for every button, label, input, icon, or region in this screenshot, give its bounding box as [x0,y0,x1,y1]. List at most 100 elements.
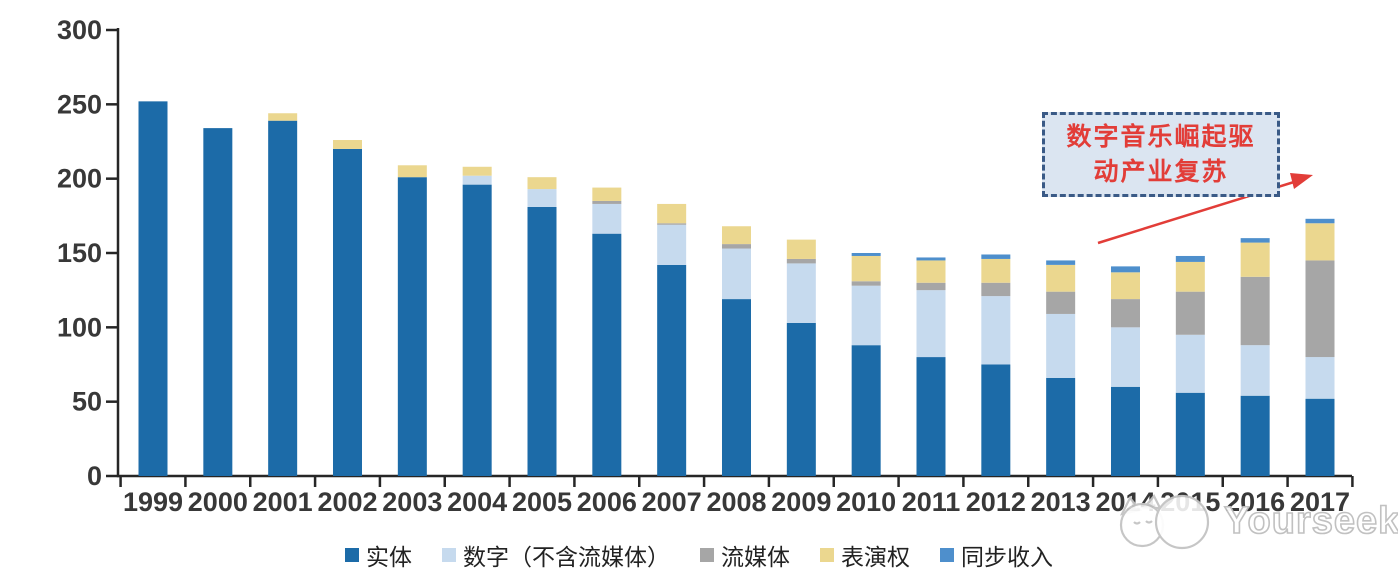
bar-segment-同步收入 [916,257,946,261]
bar-segment-流媒体 [592,200,622,204]
bar-segment-表演权 [851,255,881,282]
x-axis-label: 2001 [253,487,313,517]
bar-segment-实体 [721,299,751,476]
bar-segment-表演权 [916,260,946,283]
legend-label: 流媒体 [721,544,790,570]
x-axis-label: 2007 [642,487,702,517]
bar-segment-实体 [981,364,1011,476]
bar-segment-同步收入 [1110,266,1140,273]
bar-segment-表演权 [721,226,751,245]
legend-label: 数字（不含流媒体） [463,544,670,570]
bar-segment-实体 [462,184,492,476]
x-axis-label: 2003 [382,487,442,517]
bar-segment-数字（不含流媒体） [592,203,622,234]
x-axis-label: 2014 [1095,487,1155,517]
legend-item-4: 表演权 [820,538,910,572]
bar-segment-数字（不含流媒体） [786,263,816,323]
x-axis-label: 2011 [902,487,961,517]
x-axis-label: 2017 [1290,487,1350,517]
bar-segment-表演权 [1175,261,1205,292]
bar-segment-数字（不含流媒体） [1046,313,1076,378]
bar-segment-表演权 [462,166,492,176]
bar-segment-流媒体 [851,281,881,286]
bar-segment-表演权 [657,203,687,224]
bar-segment-数字（不含流媒体） [851,285,881,346]
bar-segment-实体 [657,264,687,476]
bar-segment-同步收入 [981,254,1011,259]
bar-segment-实体 [1240,395,1270,476]
x-axis-label: 2008 [706,487,766,517]
bar-segment-实体 [1046,377,1076,476]
bar-segment-实体 [1305,398,1335,476]
bar-segment-数字（不含流媒体） [657,224,687,265]
bar-segment-实体 [268,120,298,476]
bar-segment-实体 [397,177,427,476]
x-axis-label: 2002 [317,487,377,517]
y-axis-label: 100 [57,312,102,342]
bar-segment-数字（不含流媒体） [1240,345,1270,396]
bar-segment-表演权 [332,140,362,149]
bar-segment-流媒体 [916,282,946,291]
legend-item-1: 实体 [345,538,412,572]
bar-segment-流媒体 [1110,299,1140,328]
x-axis-label: 2013 [1031,487,1091,517]
x-axis-label: 2015 [1160,487,1220,517]
legend-label: 表演权 [841,544,910,570]
bar-segment-表演权 [397,165,427,178]
legend-item-3: 流媒体 [700,538,790,572]
bar-segment-同步收入 [851,253,881,256]
bar-segment-实体 [527,206,557,476]
bar-segment-流媒体 [1046,291,1076,314]
y-axis-label: 50 [72,387,102,417]
bar-segment-流媒体 [1175,291,1205,335]
bar-segment-表演权 [1046,264,1076,292]
legend-swatch-icon [345,548,359,562]
bar-segment-同步收入 [1175,255,1205,262]
legend-label: 实体 [366,544,412,570]
x-axis-label: 2005 [512,487,572,517]
bar-segment-数字（不含流媒体） [527,189,557,207]
legend-swatch-icon [940,548,954,562]
bar-segment-流媒体 [721,244,751,249]
y-axis-label: 300 [57,15,102,45]
bar-segment-实体 [1175,392,1205,476]
x-axis-label: 2012 [966,487,1026,517]
x-axis-label: 2009 [771,487,831,517]
legend-label: 同步收入 [961,544,1053,570]
bar-segment-表演权 [527,177,557,190]
bar-segment-数字（不含流媒体） [916,290,946,358]
bar-segment-数字（不含流媒体） [981,296,1011,365]
legend-swatch-icon [442,548,456,562]
legend-swatch-icon [700,548,714,562]
bar-segment-表演权 [981,258,1011,283]
bar-segment-数字（不含流媒体） [1305,357,1335,399]
y-axis-label: 0 [87,461,102,491]
bar-segment-同步收入 [1046,260,1076,265]
bar-segment-实体 [203,128,233,476]
annotation-arrow-head [1290,173,1313,189]
annotation-callout: 数字音乐崛起驱 动产业复苏 [1042,112,1280,197]
bar-segment-实体 [786,322,816,476]
bar-segment-流媒体 [786,258,816,264]
bar-segment-表演权 [268,113,298,121]
x-axis-label: 2004 [447,487,507,517]
bar-segment-数字（不含流媒体） [462,175,492,185]
bar-segment-同步收入 [1240,238,1270,243]
bar-segment-表演权 [1240,242,1270,277]
bar-segment-数字（不含流媒体） [721,248,751,300]
bar-segment-流媒体 [657,223,687,225]
y-axis-label: 250 [57,89,102,119]
bar-segment-表演权 [1305,223,1335,261]
bar-segment-流媒体 [981,282,1011,297]
y-axis-label: 150 [57,238,102,268]
legend-item-5: 同步收入 [940,538,1053,572]
x-axis-label: 1999 [123,487,183,517]
bar-segment-实体 [592,233,622,476]
annotation-line-2: 动产业复苏 [1093,157,1229,186]
legend-swatch-icon [820,548,834,562]
bar-segment-流媒体 [1240,276,1270,346]
legend-item-2: 数字（不含流媒体） [442,538,670,572]
bar-segment-表演权 [786,239,816,259]
